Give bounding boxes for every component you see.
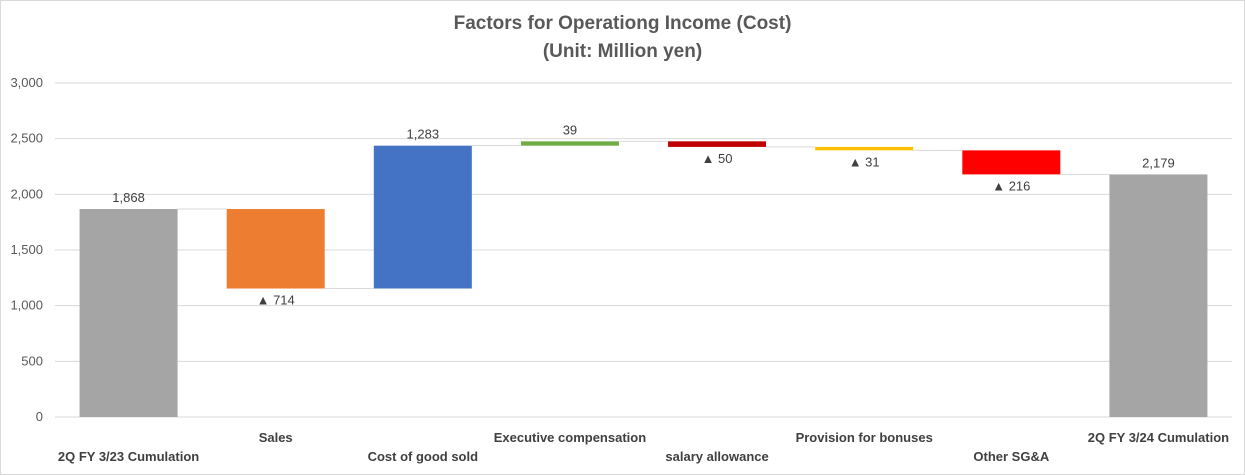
y-tick-label: 2,000 bbox=[10, 186, 43, 201]
y-tick-label: 1,500 bbox=[10, 242, 43, 257]
y-tick-label: 1,000 bbox=[10, 298, 43, 313]
data-label: ▲ 714 bbox=[257, 293, 295, 308]
data-label: 1,283 bbox=[407, 127, 440, 142]
category-label: Sales bbox=[259, 430, 293, 445]
bar bbox=[668, 141, 767, 147]
data-label: ▲ 50 bbox=[702, 151, 733, 166]
data-label: 1,868 bbox=[112, 190, 145, 205]
bar bbox=[79, 209, 178, 417]
category-label: salary allowance bbox=[665, 449, 768, 464]
data-label: ▲ 31 bbox=[849, 154, 880, 169]
category-label: Executive compensation bbox=[494, 430, 646, 445]
category-label: Provision for bonuses bbox=[796, 430, 933, 445]
category-label: 2Q FY 3/24 Cumulation bbox=[1088, 430, 1229, 445]
category-label: Other SG&A bbox=[973, 449, 1049, 464]
y-tick-label: 2,500 bbox=[10, 131, 43, 146]
bar bbox=[815, 146, 914, 151]
data-label: 39 bbox=[563, 122, 577, 137]
data-label: 2,179 bbox=[1142, 155, 1175, 170]
data-label: ▲ 216 bbox=[992, 178, 1030, 193]
bar bbox=[373, 145, 472, 289]
bar bbox=[962, 150, 1061, 175]
bar bbox=[226, 209, 325, 289]
category-label: Cost of good sold bbox=[368, 449, 479, 464]
chart-subtitle: (Unit: Million yen) bbox=[542, 41, 703, 62]
bar bbox=[520, 141, 619, 146]
bar bbox=[1109, 174, 1208, 417]
chart-title: Factors for Operationg Income (Cost) bbox=[453, 13, 792, 34]
y-tick-label: 3,000 bbox=[10, 75, 43, 90]
category-label: 2Q FY 3/23 Cumulation bbox=[58, 449, 199, 464]
y-tick-label: 0 bbox=[36, 409, 43, 424]
y-tick-label: 500 bbox=[21, 353, 43, 368]
